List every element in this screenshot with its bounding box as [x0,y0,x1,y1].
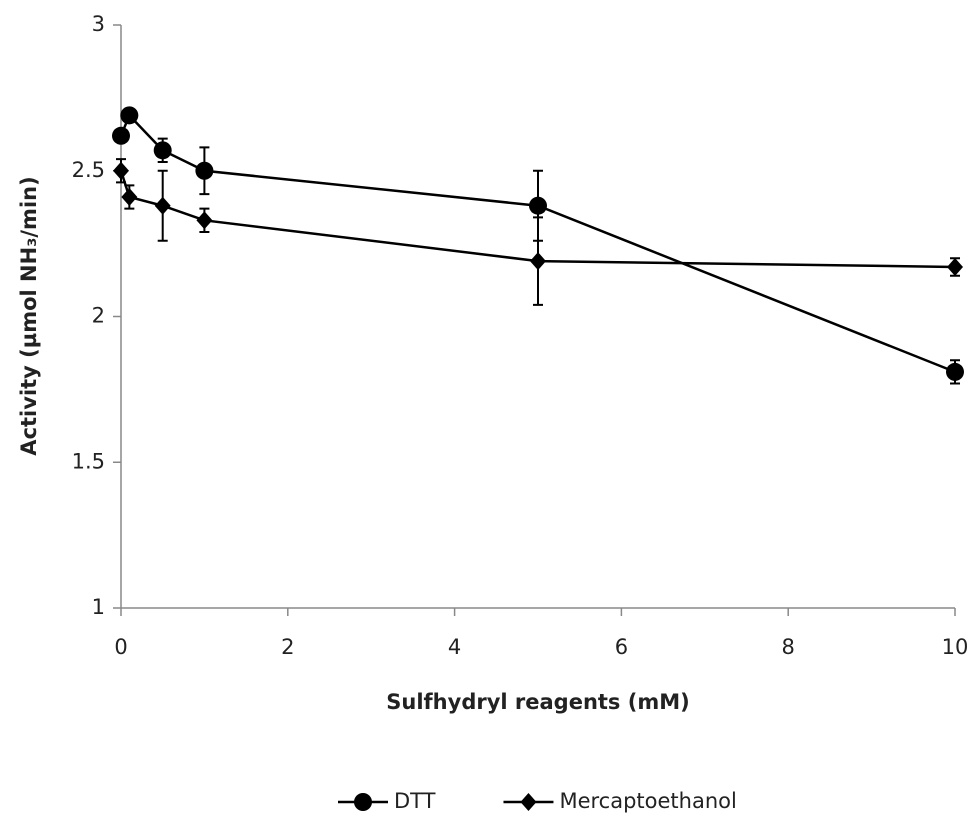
data-point [947,257,963,276]
data-point [113,161,129,180]
y-axis-title: Activity (µmol NH₃/min) [17,176,41,455]
legend-marker [520,793,537,811]
x-tick-label: 4 [448,635,461,659]
data-point [946,362,964,381]
data-point [530,252,546,271]
data-point [196,211,213,230]
data-point [529,196,547,215]
data-point [153,141,172,160]
data-point [120,106,139,125]
x-tick-label: 0 [114,635,127,659]
x-tick-label: 6 [615,635,628,659]
data-point [154,196,171,215]
legend-marker [354,793,372,811]
y-tick-label: 3 [92,12,105,36]
y-tick-label: 2 [92,304,105,328]
data-point [121,187,138,206]
legend-label: DTT [394,789,436,813]
data-point [112,126,130,145]
x-axis-title: Sulfhydryl reagents (mM) [386,690,689,714]
x-tick-label: 8 [782,635,795,659]
data-point [195,161,214,180]
y-tick-label: 2.5 [72,158,105,182]
y-tick-label: 1 [92,595,105,619]
legend-label: Mercaptoethanol [559,789,736,813]
x-tick-label: 10 [942,635,969,659]
y-tick-label: 1.5 [72,449,105,473]
x-tick-label: 2 [281,635,294,659]
